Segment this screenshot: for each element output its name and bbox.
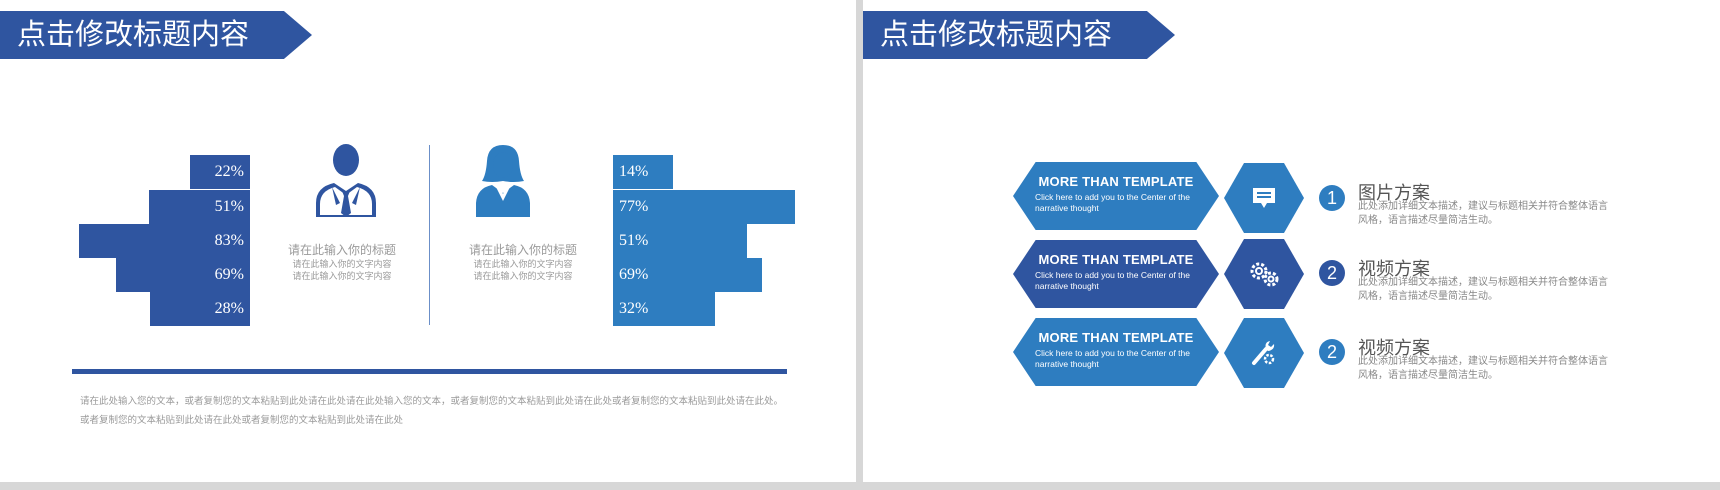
caption-line[interactable]: 请在此输入你的文字内容 — [292, 271, 392, 281]
number-badge-2: 2 — [1319, 260, 1345, 286]
tag-subtitle: Click here to add you to the Center of t… — [1035, 348, 1190, 369]
tools-icon — [1252, 341, 1275, 365]
bar-label: 22% — [214, 163, 244, 180]
caption-title[interactable]: 请在此输入你的标题 — [287, 243, 396, 257]
template-tag-1[interactable]: MORE THAN TEMPLATE Click here to add you… — [1013, 162, 1219, 230]
right-bar-4: 69% — [613, 258, 762, 292]
female-caption: 请在此输入你的标题 请在此输入你的文字内容 请在此输入你的文字内容 — [443, 243, 603, 282]
businesswoman-icon — [476, 145, 530, 217]
chat-icon — [1253, 188, 1275, 208]
left-bar-2: 51% — [149, 190, 250, 224]
businessman-icon — [316, 144, 376, 217]
right-bar-5: 32% — [613, 292, 715, 326]
title-banner: 点击修改标题内容 — [863, 11, 1175, 59]
right-bar-2: 77% — [613, 190, 795, 224]
hexagon-2 — [1224, 239, 1304, 309]
footer-text-line-2[interactable]: 或者复制您的文本粘贴到此处请在此处或者复制您的文本粘贴到此处请在此处 — [80, 415, 404, 426]
item-title-3[interactable]: 视频方案 — [1358, 338, 1430, 358]
slide-title[interactable]: 点击修改标题内容 — [17, 19, 250, 51]
left-bar-5: 28% — [150, 292, 250, 326]
footer-text-line-1[interactable]: 请在此处输入您的文本，或者复制您的文本粘贴到此处请在此处请在此处输入您的文本，或… — [80, 396, 784, 407]
tag-subtitle: Click here to add you to the Center of t… — [1035, 192, 1190, 213]
horizontal-rule — [72, 369, 787, 374]
left-bar-3: 83% — [79, 224, 250, 258]
gears-icon — [1250, 262, 1279, 287]
slide-title[interactable]: 点击修改标题内容 — [880, 19, 1113, 51]
left-bar-4: 69% — [116, 258, 250, 292]
bar-label: 51% — [214, 198, 244, 215]
number-badge-3: 2 — [1319, 339, 1345, 365]
item-title-1[interactable]: 图片方案 — [1358, 183, 1430, 203]
bar-label: 14% — [619, 163, 649, 180]
bar-label: 77% — [619, 198, 649, 215]
template-tag-2[interactable]: MORE THAN TEMPLATE Click here to add you… — [1013, 240, 1219, 308]
left-bar-1: 22% — [190, 155, 250, 189]
hexagon-1 — [1224, 163, 1304, 233]
bar-label: 69% — [619, 266, 649, 283]
tag-subtitle: Click here to add you to the Center of t… — [1035, 270, 1190, 291]
title-banner: 点击修改标题内容 — [0, 11, 312, 59]
item-desc-2[interactable]: 此处添加详细文本描述，建议与标题相关并符合整体语言风格，语言描述尽量简洁生动。 — [1358, 277, 1608, 302]
caption-title[interactable]: 请在此输入你的标题 — [468, 243, 577, 257]
bar-label: 69% — [214, 266, 244, 283]
bar-label: 51% — [619, 232, 649, 249]
bar-label: 28% — [214, 300, 244, 317]
tag-title: MORE THAN TEMPLATE — [1038, 252, 1194, 267]
right-bar-1: 14% — [613, 155, 673, 189]
item-desc-1[interactable]: 此处添加详细文本描述，建议与标题相关并符合整体语言风格，语言描述尽量简洁生动。 — [1358, 201, 1608, 226]
tag-title: MORE THAN TEMPLATE — [1038, 330, 1194, 345]
divider-line — [429, 145, 430, 325]
template-tag-3[interactable]: MORE THAN TEMPLATE Click here to add you… — [1013, 318, 1219, 386]
item-title-2[interactable]: 视频方案 — [1358, 259, 1430, 279]
caption-line[interactable]: 请在此输入你的文字内容 — [473, 271, 573, 281]
bar-label: 32% — [619, 300, 649, 317]
item-desc-3[interactable]: 此处添加详细文本描述，建议与标题相关并符合整体语言风格，语言描述尽量简洁生动。 — [1358, 356, 1608, 381]
slide-2: 点击修改标题内容 MORE THAN TEMPLATE Click here t… — [863, 0, 1720, 482]
caption-line[interactable]: 请在此输入你的文字内容 — [473, 259, 573, 269]
slide-1: 点击修改标题内容 22% 51% 83% 69% 28% 14% 77% 51%… — [0, 0, 856, 482]
hexagon-3 — [1224, 318, 1304, 388]
tag-title: MORE THAN TEMPLATE — [1038, 174, 1194, 189]
number-badge-1: 1 — [1319, 185, 1345, 211]
bar-label: 83% — [214, 232, 244, 249]
caption-line[interactable]: 请在此输入你的文字内容 — [292, 259, 392, 269]
male-caption: 请在此输入你的标题 请在此输入你的文字内容 请在此输入你的文字内容 — [262, 243, 422, 282]
right-bar-3: 51% — [613, 224, 747, 258]
